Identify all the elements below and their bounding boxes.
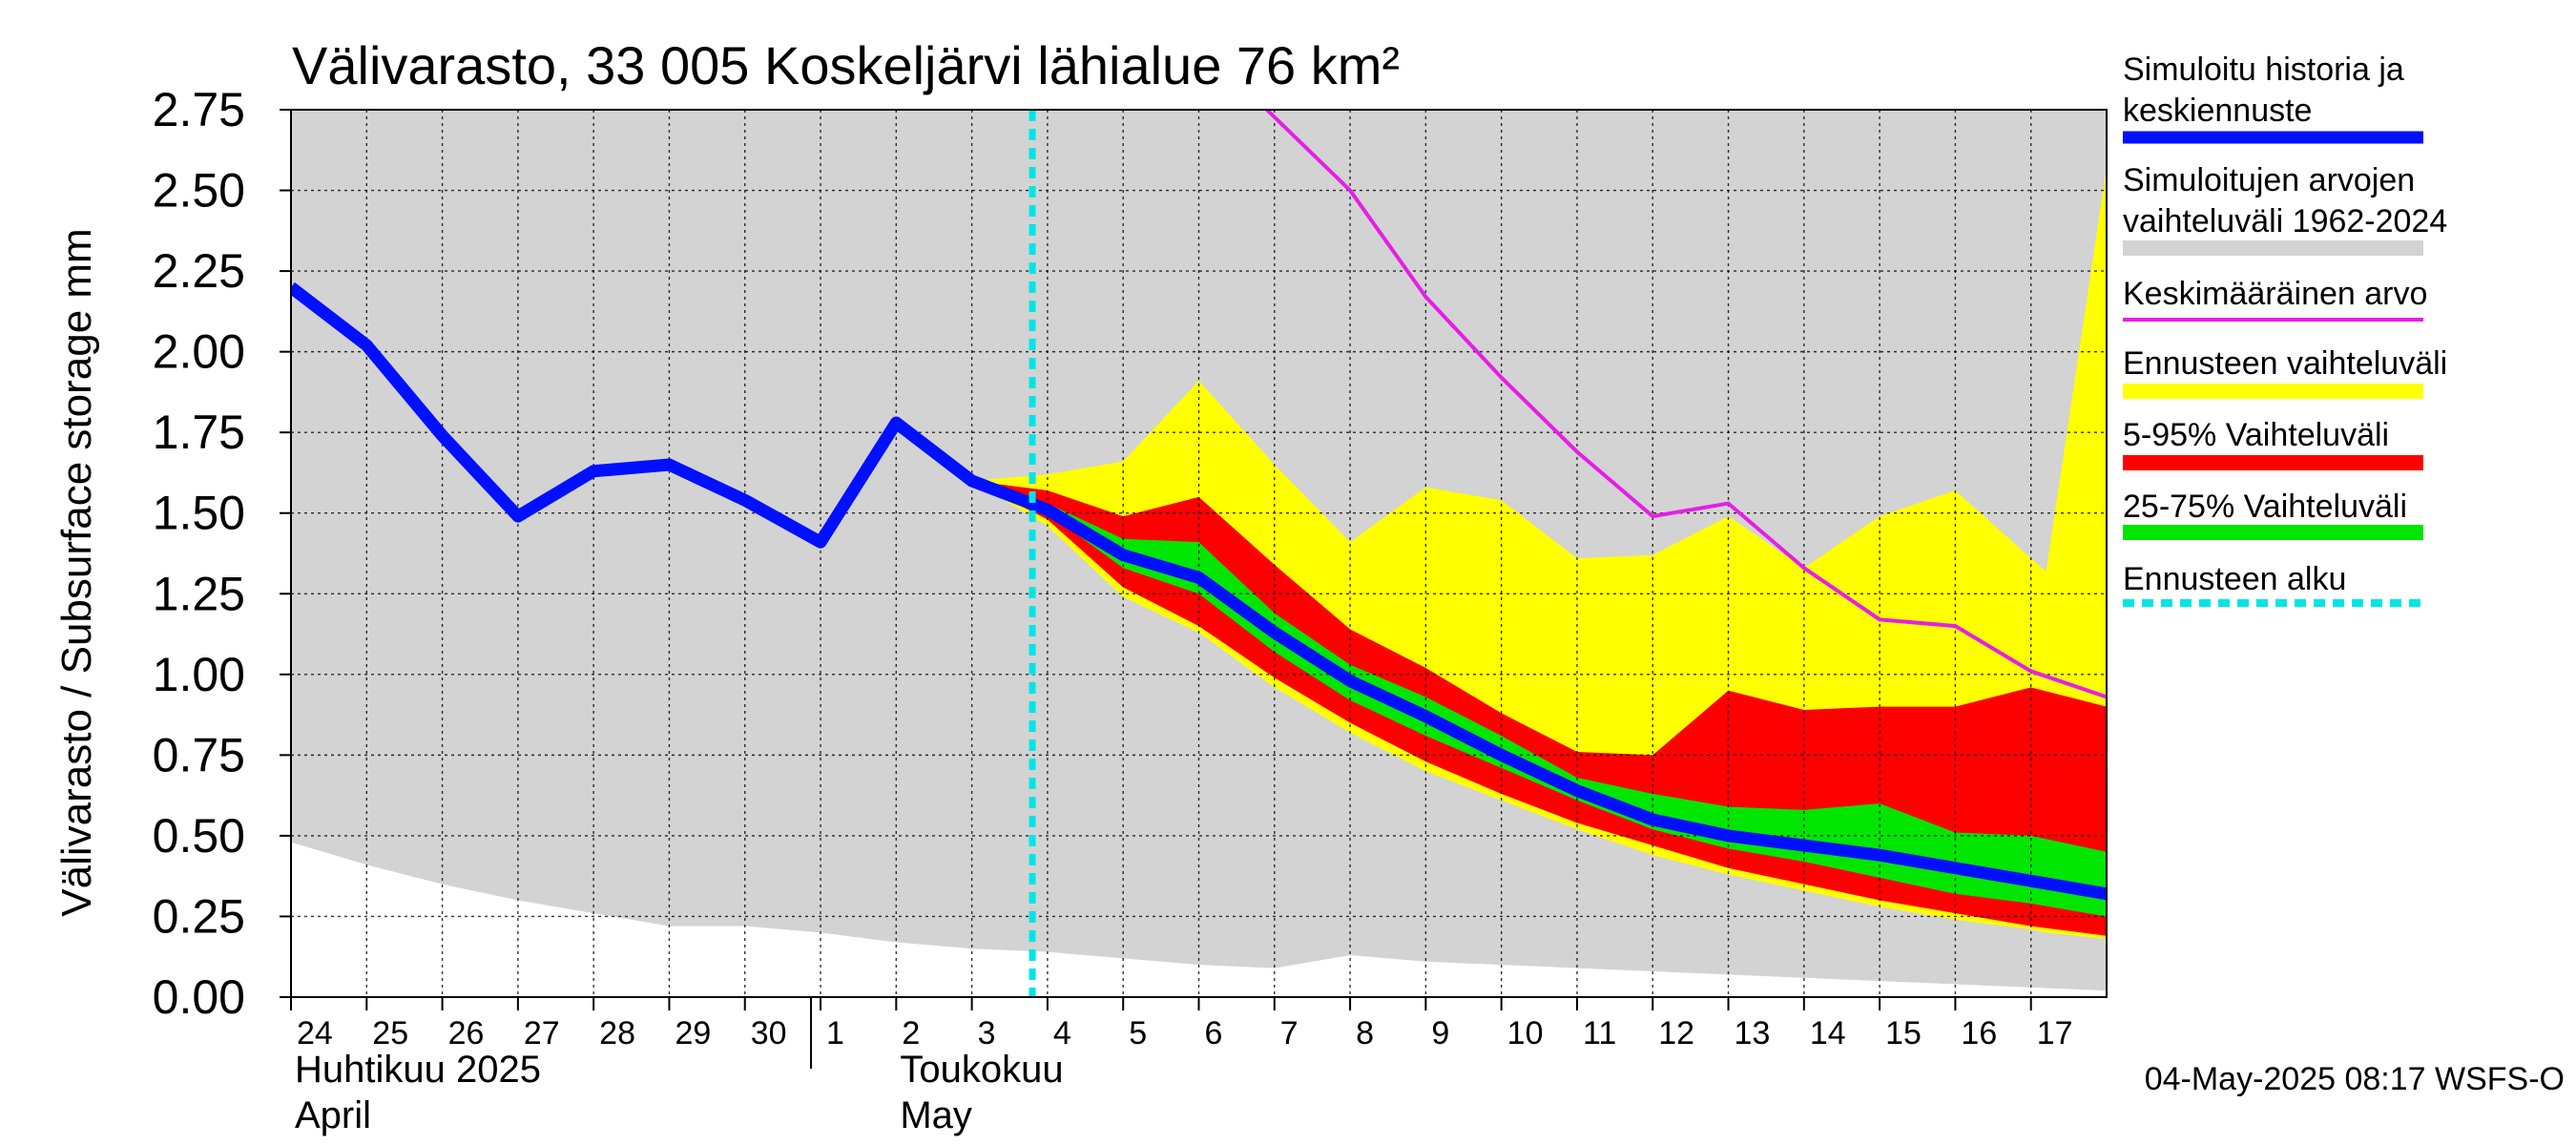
y-tick-label: 1.25 bbox=[153, 567, 245, 620]
x-tick-label: 7 bbox=[1280, 1015, 1298, 1051]
legend-label: Simuloitujen arvojen bbox=[2123, 162, 2415, 198]
x-tick-label: 30 bbox=[751, 1015, 787, 1051]
x-tick-label: 29 bbox=[675, 1015, 711, 1051]
legend-label: Ennusteen alku bbox=[2123, 561, 2346, 597]
x-tick-label: 8 bbox=[1356, 1015, 1374, 1051]
x-tick-label: 10 bbox=[1507, 1015, 1544, 1051]
mean-line bbox=[1265, 110, 2107, 699]
x-tick-label: 3 bbox=[978, 1015, 996, 1051]
y-tick-label: 0.25 bbox=[153, 889, 245, 943]
legend-label: Keskimääräinen arvo bbox=[2123, 276, 2427, 312]
month-label: Huhtikuu 2025 bbox=[295, 1049, 541, 1091]
x-tick-label: 2 bbox=[902, 1015, 920, 1051]
x-tick-label: 11 bbox=[1583, 1015, 1616, 1051]
y-tick-label: 1.00 bbox=[153, 648, 245, 701]
legend-swatch bbox=[2123, 525, 2423, 540]
x-tick-label: 16 bbox=[1961, 1015, 1997, 1051]
y-tick-label: 0.00 bbox=[153, 970, 245, 1024]
month-label-en: May bbox=[900, 1094, 972, 1136]
plot-area bbox=[291, 110, 2107, 997]
legend-swatch bbox=[2123, 384, 2423, 399]
x-tick-label: 14 bbox=[1810, 1015, 1846, 1051]
y-tick-label: 2.25 bbox=[153, 244, 245, 298]
y-tick-label: 2.50 bbox=[153, 164, 245, 218]
x-tick-label: 27 bbox=[524, 1015, 560, 1051]
month-label-en: April bbox=[295, 1094, 371, 1136]
y-tick-label: 1.50 bbox=[153, 487, 245, 540]
legend-label: Simuloitu historia ja bbox=[2123, 52, 2404, 88]
y-axis-label: Välivarasto / Subsurface storage mm bbox=[53, 228, 100, 916]
legend-label: keskiennuste bbox=[2123, 93, 2312, 129]
x-tick-label: 13 bbox=[1735, 1015, 1771, 1051]
x-tick-label: 26 bbox=[448, 1015, 485, 1051]
axes: 0.00 0.25 0.50 0.75 1.00 1.25 1.50 1.75 2.00 2.25… bbox=[153, 83, 2108, 1136]
x-tick-label: 17 bbox=[2037, 1015, 2073, 1051]
legend-label: 5-95% Vaihteluväli bbox=[2123, 417, 2389, 453]
legend: Simuloitu historia ja keskiennuste Simuloi… bbox=[2123, 52, 2447, 607]
y-tick-label: 0.75 bbox=[153, 728, 245, 781]
legend-label: Ennusteen vaihteluväli bbox=[2123, 345, 2447, 382]
simulated-line bbox=[291, 281, 2107, 901]
x-tick-label: 4 bbox=[1053, 1015, 1071, 1051]
legend-label: 25-75% Vaihteluväli bbox=[2123, 489, 2407, 525]
y-tick-label: 2.75 bbox=[153, 83, 245, 136]
x-tick-label: 28 bbox=[599, 1015, 635, 1051]
x-tick-label: 1 bbox=[826, 1015, 844, 1051]
x-tick-label: 15 bbox=[1885, 1015, 1922, 1051]
legend-swatch bbox=[2123, 455, 2423, 470]
x-tick-label: 25 bbox=[372, 1015, 408, 1051]
x-tick-label: 6 bbox=[1205, 1015, 1223, 1051]
y-tick-label: 1.75 bbox=[153, 406, 245, 459]
x-tick-label: 5 bbox=[1129, 1015, 1147, 1051]
timestamp-label: 04-May-2025 08:17 WSFS-O bbox=[2145, 1061, 2565, 1097]
month-label: Toukokuu bbox=[900, 1049, 1063, 1091]
chart-title: Välivarasto, 33 005 Koskeljärvi lähialue… bbox=[292, 35, 1400, 95]
y-tick-label: 2.00 bbox=[153, 325, 245, 379]
x-tick-label: 12 bbox=[1658, 1015, 1694, 1051]
y-tick-label: 0.50 bbox=[153, 809, 245, 863]
legend-swatch bbox=[2123, 240, 2423, 256]
legend-label: vaihteluväli 1962-2024 bbox=[2123, 203, 2447, 239]
x-tick-label: 9 bbox=[1431, 1015, 1449, 1051]
x-tick-label: 24 bbox=[297, 1015, 333, 1051]
